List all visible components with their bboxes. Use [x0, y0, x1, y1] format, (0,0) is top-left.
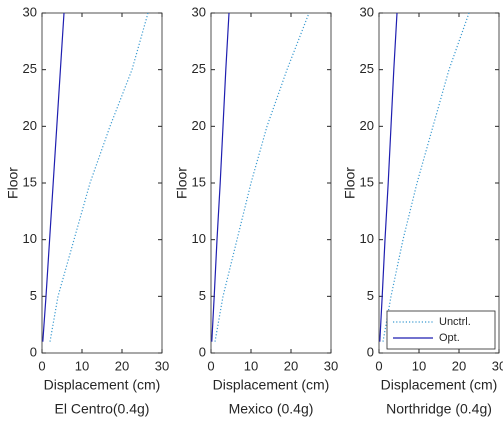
- y-tick-label: 0: [199, 344, 206, 359]
- legend-label: Opt.: [439, 332, 460, 344]
- x-tick-label: 30: [155, 358, 169, 373]
- y-tick-label: 30: [192, 4, 206, 19]
- plot-area: [210, 12, 332, 354]
- x-axis-label: Displacement (cm): [213, 377, 330, 393]
- y-tick-label: 25: [23, 61, 37, 76]
- subtitle: El Centro(0.4g): [55, 401, 150, 417]
- y-tick-label: 20: [23, 118, 37, 133]
- y-axis-label: Floor: [5, 167, 21, 199]
- y-tick-label: 20: [192, 118, 206, 133]
- series-line: [379, 12, 398, 342]
- y-tick-label: 5: [30, 288, 37, 303]
- y-tick-label: 15: [23, 174, 37, 189]
- series-line: [49, 12, 149, 342]
- legend-label: Unctrl.: [439, 316, 471, 328]
- y-axis-label: Floor: [342, 167, 358, 199]
- x-tick-label: 10: [75, 358, 89, 373]
- y-tick-label: 25: [360, 61, 374, 76]
- y-tick-label: 15: [360, 174, 374, 189]
- x-axis-label: Displacement (cm): [381, 377, 498, 393]
- y-tick-label: 0: [367, 344, 374, 359]
- y-tick-label: 15: [192, 174, 206, 189]
- plot-area: [41, 12, 163, 354]
- y-tick-label: 25: [192, 61, 206, 76]
- x-tick-label: 0: [375, 358, 382, 373]
- y-tick-label: 30: [23, 4, 37, 19]
- y-tick-label: 10: [23, 231, 37, 246]
- y-tick-label: 20: [360, 118, 374, 133]
- y-tick-label: 5: [199, 288, 206, 303]
- y-axis-label: Floor: [174, 167, 190, 199]
- x-tick-label: 0: [38, 358, 45, 373]
- x-tick-label: 0: [207, 358, 214, 373]
- y-tick-label: 10: [360, 231, 374, 246]
- series-line: [211, 12, 230, 342]
- x-tick-label: 10: [412, 358, 426, 373]
- x-tick-label: 10: [244, 358, 258, 373]
- legend-box: [386, 310, 496, 350]
- x-axis-label: Displacement (cm): [44, 377, 161, 393]
- y-tick-label: 10: [192, 231, 206, 246]
- x-tick-label: 20: [452, 358, 466, 373]
- y-tick-label: 0: [30, 344, 37, 359]
- y-tick-label: 5: [367, 288, 374, 303]
- plot-area: [378, 12, 500, 354]
- x-tick-label: 20: [284, 358, 298, 373]
- x-tick-label: 30: [492, 358, 503, 373]
- subtitle: Northridge (0.4g): [386, 401, 492, 417]
- x-tick-label: 20: [115, 358, 129, 373]
- x-tick-label: 30: [324, 358, 338, 373]
- y-tick-label: 30: [360, 4, 374, 19]
- series-line: [42, 12, 65, 342]
- subtitle: Mexico (0.4g): [229, 401, 314, 417]
- series-line: [214, 12, 310, 342]
